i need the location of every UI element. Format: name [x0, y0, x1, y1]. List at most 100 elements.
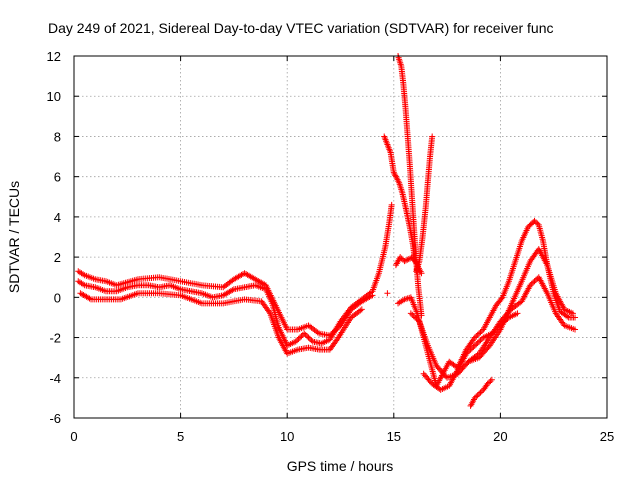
data-point	[358, 306, 365, 313]
data-point	[384, 290, 391, 297]
series-spike-a	[395, 53, 425, 319]
data-point	[473, 393, 480, 400]
data-point	[404, 256, 411, 263]
data-point	[429, 133, 436, 140]
data-point	[467, 346, 474, 353]
data-point	[328, 331, 335, 338]
data-point	[488, 376, 495, 383]
plot-frame	[73, 55, 608, 419]
data-point	[305, 334, 312, 341]
data-point	[295, 335, 302, 342]
series-mid-cluster	[392, 254, 425, 277]
data-point	[369, 292, 376, 299]
data-point	[304, 333, 311, 340]
data-point	[564, 313, 571, 320]
data-point	[330, 328, 337, 335]
data-point	[332, 327, 339, 334]
data-point	[397, 254, 404, 261]
data-point	[531, 217, 538, 224]
data-point	[412, 314, 419, 321]
data-point	[490, 329, 497, 336]
data-point	[470, 343, 477, 350]
data-point	[534, 220, 541, 227]
data-point	[468, 345, 475, 352]
data-point	[478, 327, 485, 334]
data-point	[572, 314, 579, 321]
data-point	[491, 327, 498, 334]
x-tick-label: 20	[493, 429, 507, 444]
data-point	[464, 349, 471, 356]
data-point	[391, 170, 398, 177]
y-tick-label: 8	[54, 129, 61, 144]
data-point	[471, 394, 478, 401]
data-point	[476, 338, 483, 345]
data-point	[334, 325, 341, 332]
series-wave-3	[465, 274, 579, 365]
data-point	[405, 256, 412, 263]
data-point	[486, 379, 493, 386]
data-point	[477, 389, 484, 396]
data-point	[474, 339, 481, 346]
data-point	[388, 201, 395, 208]
series-main	[75, 201, 395, 349]
data-points	[75, 53, 579, 409]
data-point	[572, 326, 579, 333]
data-point	[500, 319, 507, 326]
data-point	[326, 332, 333, 339]
data-point	[488, 330, 495, 337]
data-point	[478, 335, 485, 342]
data-point	[471, 342, 478, 349]
data-point	[390, 169, 397, 176]
data-point	[476, 330, 483, 337]
data-point	[294, 337, 301, 344]
series-lower-arc	[420, 310, 521, 393]
data-point	[471, 334, 478, 341]
series-spike-c	[413, 133, 436, 275]
data-point	[298, 333, 305, 340]
data-point	[329, 330, 336, 337]
data-point	[532, 276, 539, 283]
data-point	[504, 315, 511, 322]
data-point	[493, 326, 500, 333]
grid-lines	[74, 56, 607, 418]
x-axis-label: GPS time / hours	[287, 458, 394, 474]
x-tick-label: 25	[600, 429, 614, 444]
y-tick-label: -6	[49, 411, 61, 426]
data-point	[498, 295, 505, 302]
series-band-upper	[75, 268, 376, 339]
data-point	[301, 330, 308, 337]
data-point	[497, 322, 504, 329]
y-tick-label: 4	[54, 210, 61, 225]
x-tick-label: 10	[280, 429, 294, 444]
y-tick-label: -4	[49, 371, 61, 386]
data-point	[306, 335, 313, 342]
data-point	[474, 331, 481, 338]
data-point	[410, 313, 417, 320]
data-point	[484, 380, 491, 387]
y-tick-label: 12	[47, 49, 61, 64]
data-point	[401, 258, 408, 265]
data-point	[409, 311, 416, 318]
x-tick-label: 5	[177, 429, 184, 444]
data-point	[528, 280, 535, 287]
data-point	[501, 318, 508, 325]
data-point	[476, 390, 483, 397]
data-point	[487, 378, 494, 385]
data-point	[474, 392, 481, 399]
y-tick-label: 6	[54, 170, 61, 185]
axis-ticks: 0 5 10 15 20 25 -6 -4 -2 0 2 4 6 8 10 12	[47, 49, 615, 444]
data-point	[414, 317, 421, 324]
series-isolated	[384, 290, 391, 297]
y-tick-label: 0	[54, 290, 61, 305]
data-point	[473, 333, 480, 340]
data-point	[569, 310, 576, 317]
chart-title: Day 249 of 2021, Sidereal Day-to-day VTE…	[48, 20, 554, 36]
data-point	[532, 219, 539, 226]
data-point	[292, 338, 299, 345]
data-point	[531, 278, 538, 285]
series-wave-2	[407, 246, 576, 381]
data-point	[498, 321, 505, 328]
data-point	[296, 334, 303, 341]
data-point	[530, 279, 537, 286]
data-point	[473, 341, 480, 348]
